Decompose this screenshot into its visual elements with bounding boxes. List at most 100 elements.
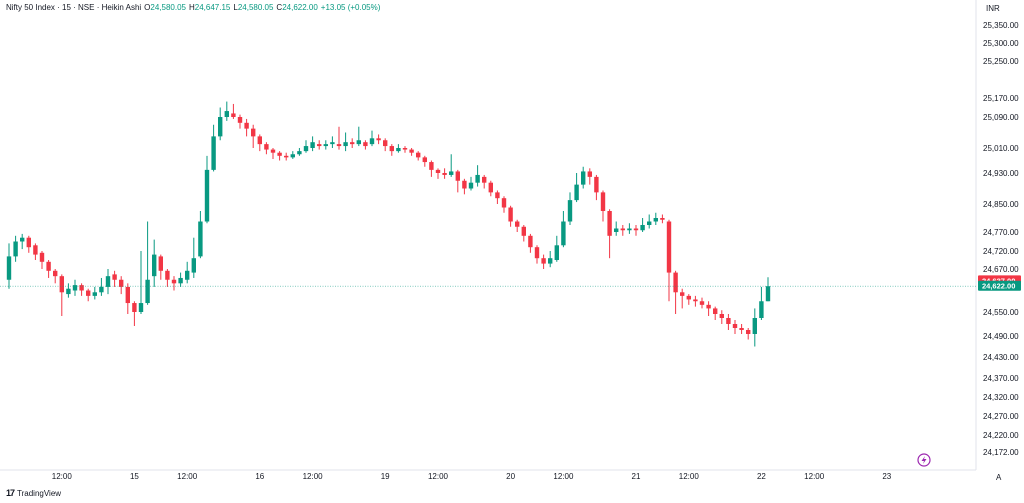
candle-body [660, 218, 665, 220]
candle-body [376, 138, 381, 141]
alert-icon[interactable] [917, 453, 931, 467]
candle [383, 138, 388, 152]
candle-body [185, 270, 190, 280]
ohlc-open: O24,580.05 [144, 3, 186, 12]
candle-body [59, 276, 64, 293]
candle [455, 169, 460, 193]
candle [765, 277, 771, 302]
candle-body [554, 245, 559, 260]
candle [171, 276, 177, 291]
candle-body [6, 256, 12, 280]
candle [158, 254, 163, 280]
candle [435, 168, 441, 179]
candle-body [191, 258, 196, 273]
ohlc-low: L24,580.05 [233, 3, 274, 12]
candle [26, 235, 31, 253]
candle-body [594, 176, 599, 193]
price-tick-label: 25,350.00 [983, 21, 1019, 30]
candle-body [138, 303, 144, 312]
candle-body [528, 235, 533, 248]
candle-body [600, 192, 606, 211]
candle-body [495, 192, 500, 199]
auto-scale-button[interactable]: A [996, 473, 1002, 482]
candle-body [442, 173, 447, 175]
candle-body [204, 169, 210, 222]
candle [719, 310, 724, 324]
candle [138, 251, 144, 314]
tradingview-logo[interactable]: 17 TradingView [6, 488, 61, 498]
candle [369, 130, 375, 147]
symbol-info[interactable]: Nifty 50 Index · 15 · NSE · Heikin Ashi [6, 3, 142, 12]
time-tick-label: 15 [130, 472, 139, 481]
price-tick-label: 24,270.00 [983, 412, 1019, 421]
candle [409, 148, 414, 156]
candle-body [323, 144, 328, 147]
time-tick-label: 22 [757, 472, 766, 481]
candle [350, 138, 355, 148]
candle-body [237, 117, 243, 123]
candle-body [330, 142, 335, 145]
candle-body [158, 256, 163, 271]
candle [13, 235, 18, 262]
candle-body [396, 148, 401, 152]
candle-body [290, 154, 295, 158]
candle-body [633, 228, 639, 231]
candle-body [752, 318, 757, 334]
candle-body [607, 211, 612, 236]
current-price-tag [978, 280, 1021, 291]
price-axis[interactable]: 25,350.00 25,300.00 25,250.00 25,170.00 25,0… [978, 21, 1021, 457]
candle [475, 165, 480, 187]
price-tick-label: 25,010.00 [983, 144, 1019, 153]
candle [191, 237, 196, 278]
candle-body [706, 304, 711, 309]
candle-body [277, 152, 282, 156]
candle-body [224, 111, 229, 117]
candle-body [475, 174, 480, 183]
time-axis[interactable]: 12:00 15 12:00 16 12:00 19 12:00 20 12:00 21 12:00… [52, 472, 892, 481]
candle-body [686, 295, 691, 300]
candle-body [33, 245, 38, 255]
candle [178, 272, 183, 287]
candle [356, 126, 361, 147]
candle-body [640, 225, 645, 231]
candle-body [574, 184, 579, 201]
candle-body [251, 128, 256, 137]
candle-body [264, 144, 269, 150]
candle-body [343, 142, 348, 147]
candle-body [310, 142, 315, 148]
candle [752, 308, 757, 347]
candle [211, 124, 216, 172]
candle-body [383, 140, 388, 147]
candle-body [165, 270, 170, 280]
price-tick-label: 24,550.00 [983, 308, 1019, 317]
candle [600, 190, 606, 222]
candle [693, 295, 698, 307]
candle-body [171, 279, 177, 284]
candle [574, 173, 579, 203]
candle-body [482, 176, 487, 183]
candle [449, 154, 454, 177]
candle [323, 140, 328, 150]
candle-body [145, 279, 150, 304]
candle [508, 205, 513, 227]
candle [640, 218, 645, 232]
candle [534, 245, 540, 264]
time-tick-label: 12:00 [52, 472, 73, 481]
price-tick-label: 24,850.00 [983, 200, 1019, 209]
candle-body [699, 301, 705, 305]
candle [284, 152, 289, 161]
tv-logo-icon: 17 [6, 488, 15, 498]
candle [112, 270, 117, 287]
candle-body [389, 146, 394, 152]
candle-body [178, 277, 183, 284]
candle [548, 251, 553, 268]
candle [666, 219, 672, 302]
candle-body [435, 169, 441, 173]
candle-body [198, 221, 203, 257]
candle [633, 225, 639, 236]
candle-body [350, 142, 355, 145]
time-tick-label: 23 [882, 472, 891, 481]
candle-body [66, 288, 71, 295]
candle-body [673, 272, 678, 293]
